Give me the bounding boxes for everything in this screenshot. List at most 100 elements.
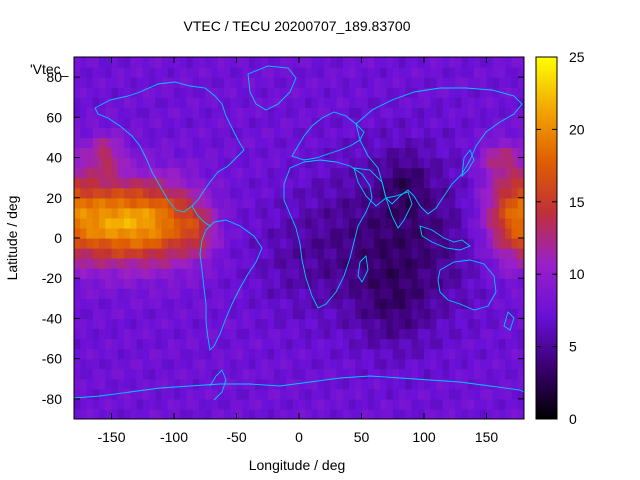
- heatmap-cell: [105, 177, 113, 189]
- heatmap-cell: [205, 398, 213, 410]
- heatmap-cell: [317, 368, 325, 380]
- heatmap-cell: [486, 308, 494, 320]
- heatmap-cell: [355, 97, 363, 108]
- heatmap-cell: [299, 268, 306, 279]
- heatmap-cell: [217, 288, 225, 299]
- heatmap-cell: [349, 248, 356, 259]
- y-tick-label: -60: [42, 351, 62, 367]
- heatmap-cell: [436, 288, 444, 299]
- heatmap-cell: [492, 177, 500, 189]
- heatmap-cell: [92, 57, 100, 68]
- heatmap-cell: [111, 67, 119, 78]
- heatmap-cell: [361, 87, 369, 98]
- heatmap-cell: [436, 258, 444, 269]
- heatmap-cell: [205, 67, 213, 78]
- heatmap-cell: [99, 348, 106, 360]
- heatmap-cell: [111, 348, 119, 360]
- heatmap-cell: [417, 197, 425, 209]
- heatmap-cell: [92, 378, 100, 390]
- heatmap-cell: [199, 127, 206, 139]
- heatmap-cell: [236, 348, 244, 360]
- heatmap-cell: [186, 248, 194, 259]
- heatmap-cell: [336, 197, 344, 209]
- heatmap-cell: [361, 318, 369, 330]
- heatmap-cell: [180, 87, 188, 98]
- heatmap-cell: [467, 368, 475, 380]
- heatmap-cell: [292, 57, 300, 68]
- heatmap-cell: [230, 338, 238, 350]
- heatmap-cell: [430, 217, 438, 229]
- heatmap-cell: [486, 107, 494, 118]
- heatmap-cell: [411, 318, 419, 330]
- heatmap-cell: [249, 348, 256, 360]
- heatmap-cell: [174, 137, 181, 149]
- heatmap-cell: [505, 408, 513, 419]
- heatmap-cell: [280, 278, 288, 289]
- heatmap-cell: [330, 77, 338, 88]
- heatmap-cell: [217, 77, 225, 88]
- heatmap-cell: [205, 288, 213, 299]
- heatmap-cell: [199, 298, 206, 309]
- heatmap-cell: [211, 308, 219, 320]
- heatmap-cell: [405, 328, 413, 340]
- heatmap-cell: [467, 318, 475, 330]
- heatmap-cell: [499, 398, 506, 410]
- heatmap-cell: [280, 258, 288, 269]
- heatmap-cell: [442, 298, 450, 309]
- heatmap-cell: [511, 258, 519, 269]
- heatmap-cell: [261, 368, 269, 380]
- heatmap-cell: [499, 117, 506, 128]
- heatmap-cell: [142, 338, 150, 350]
- heatmap-cell: [374, 318, 381, 330]
- heatmap-cell: [311, 368, 319, 380]
- heatmap-cell: [324, 107, 331, 118]
- heatmap-cell: [467, 227, 475, 239]
- heatmap-cell: [442, 328, 450, 340]
- heatmap-cell: [505, 217, 513, 229]
- heatmap-cell: [242, 288, 250, 299]
- heatmap-cell: [292, 197, 300, 209]
- heatmap-cell: [480, 408, 488, 419]
- heatmap-cell: [111, 77, 119, 88]
- heatmap-cell: [330, 207, 338, 219]
- heatmap-cell: [505, 67, 513, 78]
- heatmap-cell: [486, 338, 494, 350]
- heatmap-cell: [299, 358, 306, 370]
- heatmap-cell: [280, 117, 288, 128]
- heatmap-cell: [111, 298, 119, 309]
- heatmap-cell: [167, 197, 175, 209]
- heatmap-cell: [399, 318, 406, 330]
- heatmap-cell: [205, 227, 213, 239]
- heatmap-cell: [486, 248, 494, 259]
- heatmap-cell: [317, 67, 325, 78]
- heatmap-cell: [149, 308, 156, 320]
- heatmap-cell: [374, 368, 381, 380]
- heatmap-cell: [261, 358, 269, 370]
- heatmap-cell: [217, 318, 225, 330]
- heatmap-cell: [511, 328, 519, 340]
- heatmap-cell: [492, 308, 500, 320]
- heatmap-cell: [349, 388, 356, 400]
- heatmap-cell: [442, 167, 450, 179]
- heatmap-cell: [286, 187, 294, 199]
- heatmap-cell: [380, 177, 388, 189]
- heatmap-cell: [136, 207, 144, 219]
- heatmap-cell: [224, 288, 231, 299]
- heatmap-cell: [161, 318, 169, 330]
- heatmap-cell: [167, 238, 175, 249]
- heatmap-cell: [249, 197, 256, 209]
- heatmap-cell: [167, 288, 175, 299]
- heatmap-cell: [86, 398, 94, 410]
- heatmap-cell: [311, 227, 319, 239]
- heatmap-cell: [174, 207, 181, 219]
- heatmap-cell: [117, 57, 125, 68]
- heatmap-cell: [324, 197, 331, 209]
- heatmap-cell: [224, 348, 231, 360]
- heatmap-cell: [117, 167, 125, 179]
- heatmap-cell: [92, 77, 100, 88]
- heatmap-cell: [92, 268, 100, 279]
- heatmap-cell: [492, 278, 500, 289]
- heatmap-cell: [224, 117, 231, 128]
- heatmap-cell: [80, 328, 88, 340]
- heatmap-cell: [280, 207, 288, 219]
